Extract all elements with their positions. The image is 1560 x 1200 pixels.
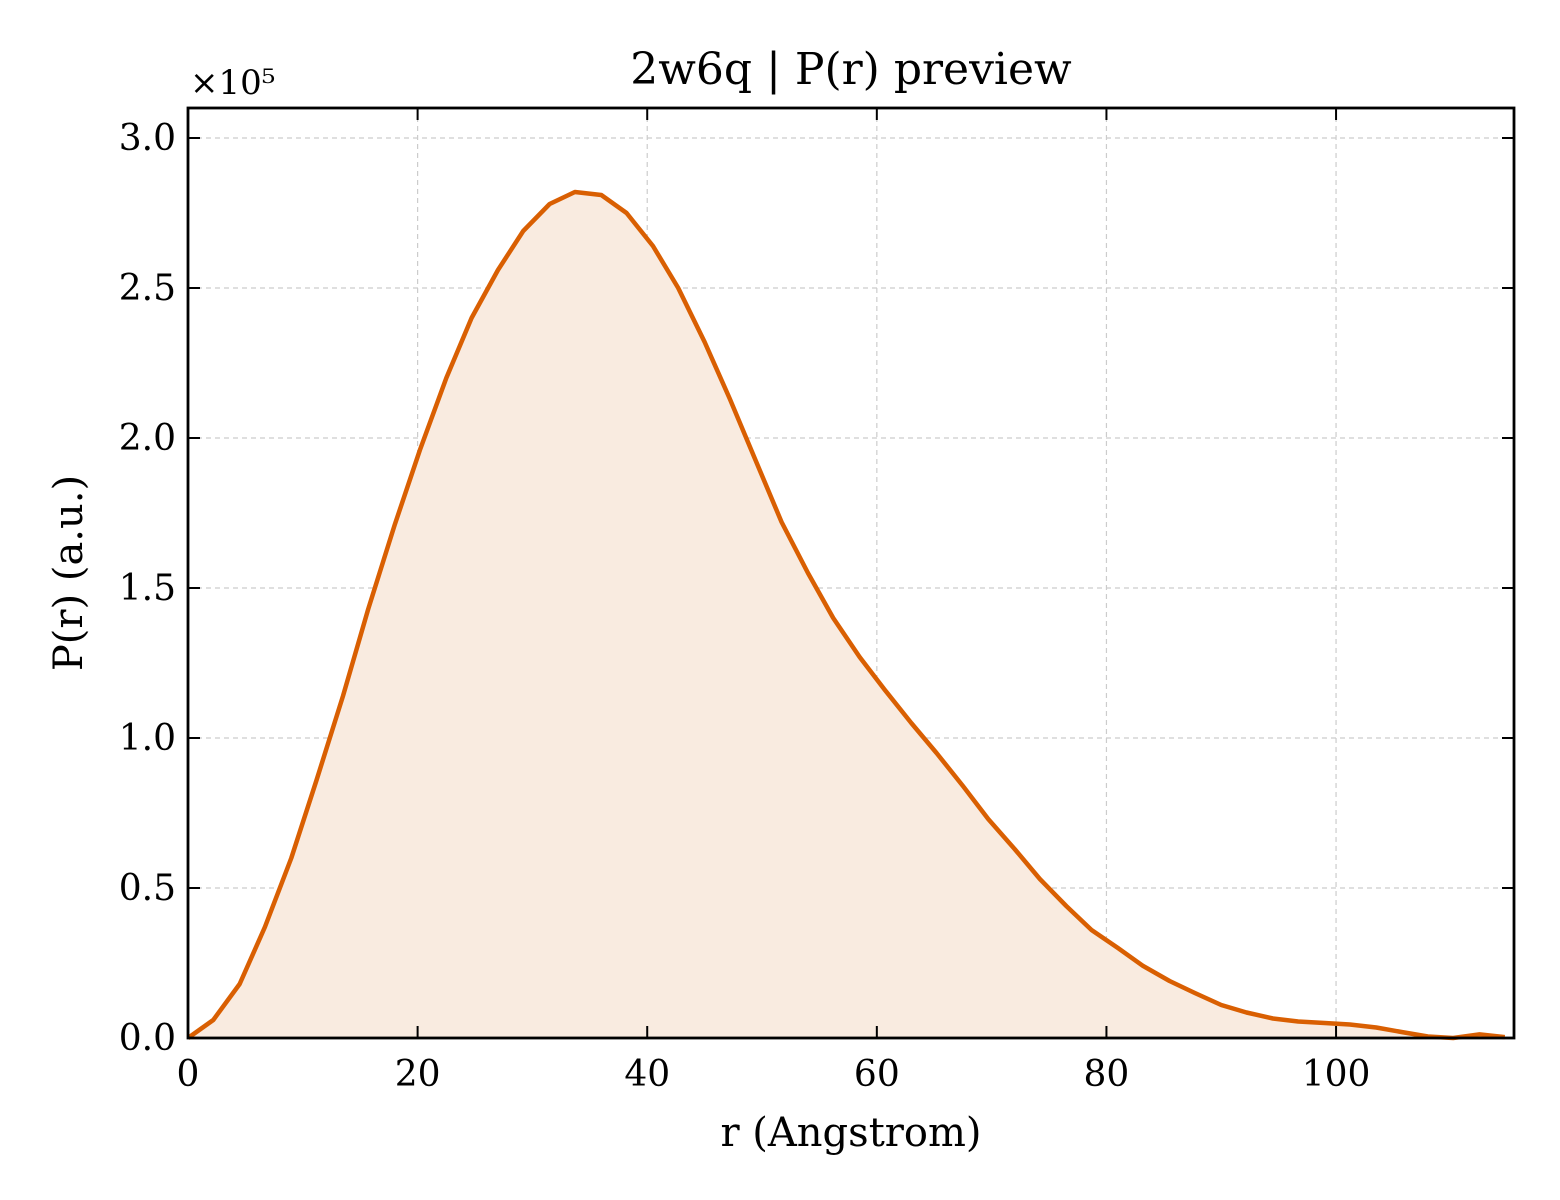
y-tick-label: 0.5 bbox=[119, 868, 176, 909]
y-multiplier-label: ×10⁵ bbox=[190, 63, 275, 103]
y-tick-label: 1.0 bbox=[119, 718, 176, 759]
y-tick-label: 2.5 bbox=[119, 268, 176, 309]
y-tick-label: 3.0 bbox=[119, 118, 176, 159]
x-tick-label: 100 bbox=[1302, 1054, 1371, 1095]
x-axis-label: r (Angstrom) bbox=[720, 1110, 981, 1156]
x-tick-label: 60 bbox=[854, 1054, 900, 1095]
ticks bbox=[187, 108, 1514, 1039]
tick-labels: 0 20 40 60 80 100 0.0 0.5 1.0 1.5 2.0 2.5 3.0 bbox=[119, 118, 1371, 1095]
pr-series-line bbox=[186, 189, 1506, 1041]
x-tick-label: 80 bbox=[1084, 1054, 1130, 1095]
y-tick-label: 2.0 bbox=[119, 418, 176, 459]
pr-area-fill bbox=[188, 192, 1505, 1038]
y-axis-label: P(r) (a.u.) bbox=[46, 475, 92, 671]
x-tick-label: 40 bbox=[624, 1054, 670, 1095]
y-tick-label: 0.0 bbox=[119, 1018, 176, 1059]
plot-frame bbox=[186, 106, 1516, 1040]
x-tick-label: 20 bbox=[395, 1054, 441, 1095]
y-tick-label: 1.5 bbox=[119, 568, 176, 609]
chart-title: 2w6q | P(r) preview bbox=[630, 44, 1072, 95]
x-tick-label: 0 bbox=[177, 1054, 200, 1095]
